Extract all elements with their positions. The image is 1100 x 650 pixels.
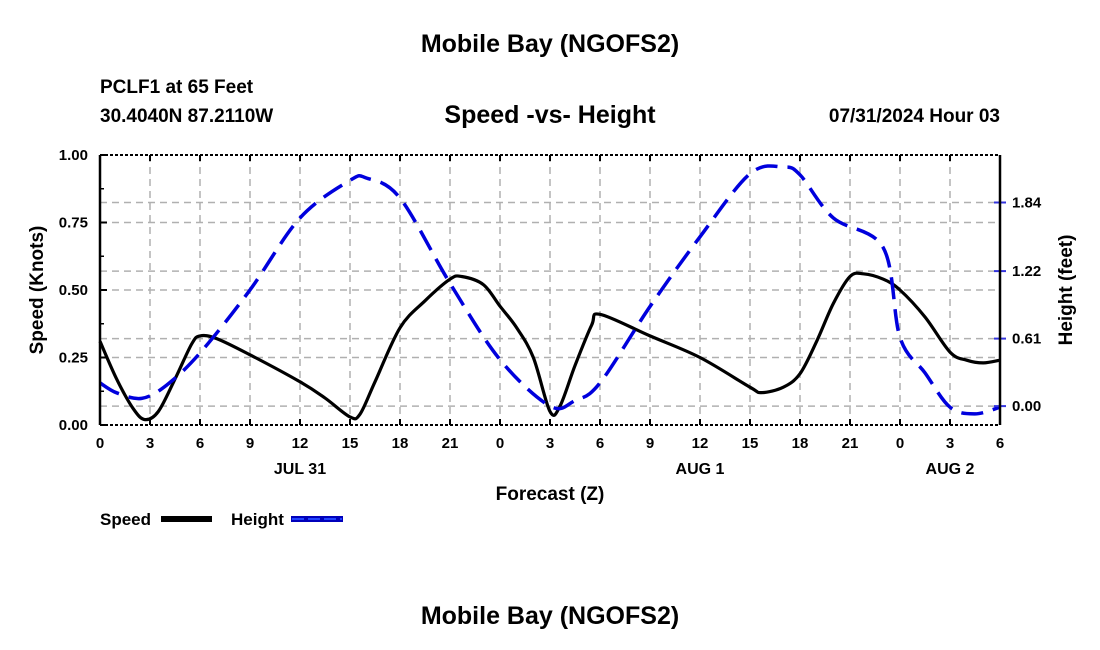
series-line-height	[99, 164, 1001, 416]
x-tick-label: 3	[946, 435, 954, 452]
location-label: 30.4040N 87.2110W	[100, 106, 274, 127]
legend-speed-swatch	[161, 516, 212, 522]
station-label: PCLF1 at 65 Feet	[100, 77, 254, 98]
x-tick-label: 18	[392, 435, 409, 452]
x-tick-label: 6	[196, 435, 204, 452]
y2-tick-label: 0.00	[1012, 398, 1041, 415]
y-tick-label: 1.00	[59, 147, 88, 164]
legend: Speed Height	[100, 510, 343, 529]
legend-speed-label: Speed	[100, 510, 151, 529]
series-line-speed	[98, 271, 1001, 422]
x-tick-label: 15	[742, 435, 759, 452]
datetime-label: 07/31/2024 Hour 03	[828, 106, 1000, 127]
x-tick-label: 0	[896, 435, 904, 452]
date-label: AUG 1	[676, 461, 725, 478]
x-tick-label: 21	[442, 435, 459, 452]
x-tick-label: 12	[692, 435, 709, 452]
y2-tick-label: 1.22	[1012, 263, 1041, 280]
x-tick-label: 3	[546, 435, 554, 452]
x-tick-label: 15	[342, 435, 359, 452]
x-axis-label: Forecast (Z)	[496, 484, 605, 505]
axes: 0 3 6 9 12 15 18 21 0 3 6 9 12 15 18 21 0 3 6 0.00 0.25 0.50 0…	[59, 147, 1042, 478]
x-tick-label: 0	[96, 435, 104, 452]
chart-subtitle: Speed -vs- Height	[444, 101, 656, 129]
date-label: JUL 31	[274, 461, 326, 478]
date-label: AUG 2	[926, 461, 975, 478]
x-tick-label: 12	[292, 435, 309, 452]
y2-tick-label: 0.61	[1012, 331, 1041, 348]
legend-height-label: Height	[231, 510, 284, 529]
chart-title-bottom: Mobile Bay (NGOFS2)	[420, 602, 680, 630]
x-tick-label: 9	[646, 435, 654, 452]
series-group	[98, 164, 1001, 422]
x-tick-label: 18	[792, 435, 809, 452]
x-tick-label: 6	[596, 435, 604, 452]
x-tick-label: 9	[246, 435, 254, 452]
y-axis-label: Speed (Knots)	[27, 226, 48, 355]
y-tick-label: 0.25	[59, 350, 88, 367]
x-tick-label: 3	[146, 435, 154, 452]
y-tick-label: 0.00	[59, 417, 88, 434]
x-tick-label: 21	[842, 435, 859, 452]
y2-tick-label: 1.84	[1012, 194, 1042, 211]
x-tick-label: 0	[496, 435, 504, 452]
grid	[100, 155, 1000, 425]
y-tick-label: 0.75	[59, 215, 88, 232]
x-tick-label: 6	[996, 435, 1004, 452]
y2-axis-label: Height (feet)	[1056, 235, 1077, 346]
chart-title-top: Mobile Bay (NGOFS2)	[420, 30, 680, 58]
y-tick-label: 0.50	[59, 282, 88, 299]
